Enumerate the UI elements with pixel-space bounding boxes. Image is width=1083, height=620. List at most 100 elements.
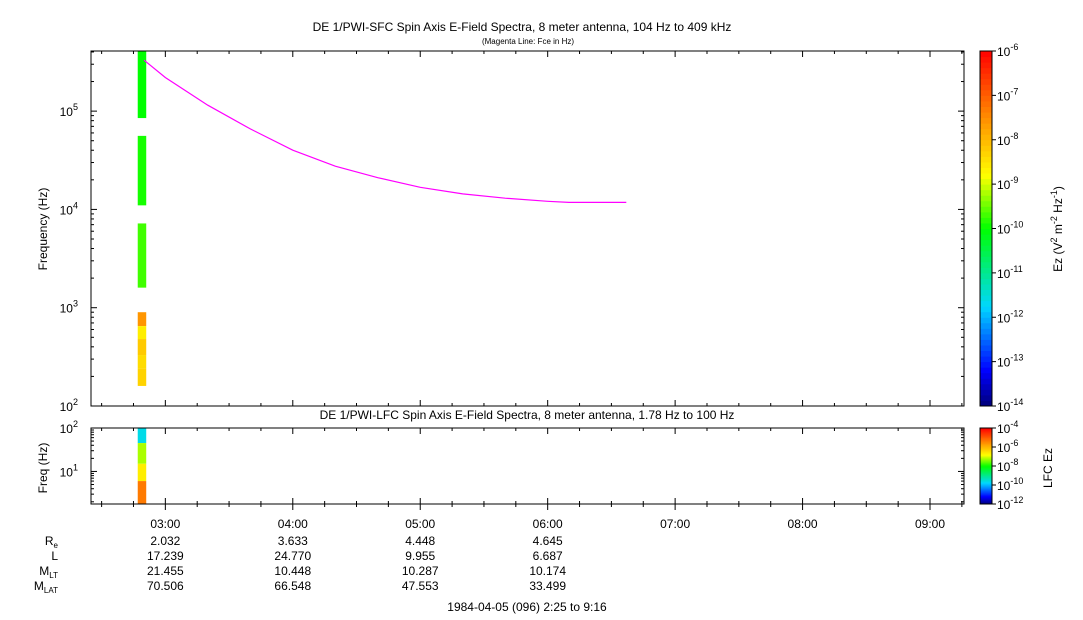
time-tick-label: 04:00	[278, 517, 308, 531]
ephemeris-row-label: Re	[45, 534, 59, 550]
ephemeris-value: 10.287	[402, 564, 439, 578]
colorbar-segment	[980, 461, 992, 463]
colorbar-segment	[980, 106, 992, 113]
colorbar-segment	[980, 468, 992, 471]
colorbar-segment	[980, 261, 992, 268]
lfc-y-axis: 101 102	[60, 419, 964, 503]
ephemeris-value: 21.455	[147, 564, 184, 578]
colorbar-segment	[980, 189, 992, 196]
colorbar-tick-label: 10-10	[997, 220, 1023, 237]
colorbar-segment	[980, 322, 992, 329]
colorbar-segment	[980, 447, 992, 449]
colorbar-segment	[980, 431, 992, 434]
colorbar-segment	[980, 494, 992, 497]
spectrogram-cell	[137, 223, 147, 288]
time-tick-label: 09:00	[915, 517, 945, 531]
colorbar-segment	[980, 471, 992, 474]
sfc-y-axis-label: Frequency (Hz)	[36, 188, 50, 271]
colorbar-segment	[980, 470, 992, 473]
colorbar-segment	[980, 344, 992, 352]
sfc-chart-title: DE 1/PWI-SFC Spin Axis E-Field Spectra, …	[313, 20, 732, 34]
lfc-y-axis-label: Freq (Hz)	[36, 443, 50, 494]
y-tick-label: 102	[60, 397, 78, 414]
colorbar-segment	[980, 462, 992, 465]
colorbar-segment	[980, 389, 992, 396]
colorbar-segment	[980, 457, 992, 460]
colorbar-tick-label: 10-8	[997, 457, 1018, 474]
colorbar-segment	[980, 67, 992, 74]
spectrogram-cell	[137, 135, 147, 206]
colorbar-tick-label: 10-6	[997, 438, 1018, 455]
colorbar-segment	[980, 206, 992, 213]
colorbar-segment	[980, 117, 992, 124]
sfc-spectrogram-cells	[137, 51, 147, 386]
colorbar-segment	[980, 222, 992, 229]
colorbar-segment	[980, 500, 992, 503]
spectrogram-cell	[137, 51, 147, 119]
colorbar-segment	[980, 367, 992, 374]
footer-time-range: 1984-04-05 (096) 2:25 to 9:16	[447, 600, 607, 614]
sfc-y-axis: 102 103 104 105	[60, 51, 964, 414]
colorbar-segment	[980, 333, 992, 340]
colorbar-segment	[980, 485, 992, 487]
colorbar-segment	[980, 430, 992, 433]
colorbar-tick-label: 10-12	[997, 308, 1023, 325]
ephemeris-value: 66.548	[274, 579, 311, 593]
colorbar-segment	[980, 95, 992, 102]
time-tick-label: 06:00	[533, 517, 563, 531]
colorbar-segment	[980, 479, 992, 481]
colorbar-segment	[980, 496, 992, 499]
colorbar-segment	[980, 211, 992, 218]
colorbar-segment	[980, 432, 992, 435]
colorbar-segment	[980, 150, 992, 157]
colorbar-segment	[980, 195, 992, 202]
colorbar-segment	[980, 477, 992, 480]
colorbar-segment	[980, 458, 992, 461]
y-tick-label: 105	[60, 102, 78, 119]
ephemeris-row-label: L	[51, 549, 58, 563]
colorbar-segment	[980, 145, 992, 152]
colorbar-tick-label: 10-9	[997, 175, 1018, 192]
colorbar-segment	[980, 481, 992, 484]
colorbar-segment	[980, 356, 992, 363]
colorbar-segment	[980, 372, 992, 379]
colorbar-segment	[980, 464, 992, 467]
spectrogram-cell	[137, 355, 147, 369]
time-tick-label: 05:00	[405, 517, 435, 531]
colorbar-segment	[980, 482, 992, 485]
colorbar-segment	[980, 200, 992, 207]
time-tick-label: 03:00	[150, 517, 180, 531]
colorbar-segment	[980, 493, 992, 495]
ephemeris-value: 6.687	[533, 549, 563, 563]
ephemeris-value: 17.239	[147, 549, 184, 563]
colorbar-segment	[980, 437, 992, 440]
colorbar-segment	[980, 328, 992, 335]
colorbar-segment	[980, 450, 992, 453]
ephemeris-table: Re 2.032 3.633 4.448 4.645 L 17.239 24.770 9.955…	[34, 534, 566, 595]
colorbar-segment	[980, 228, 992, 235]
time-axis: 03:00 04:00 05:00 06:00 07:00 08:00 09:00	[91, 51, 964, 531]
colorbar-segment	[980, 428, 992, 430]
colorbar-segment	[980, 439, 992, 442]
colorbar-segment	[980, 483, 992, 486]
colorbar-segment	[980, 217, 992, 224]
colorbar-segment	[980, 317, 992, 324]
colorbar-segment	[980, 100, 992, 107]
colorbar-segment	[980, 488, 992, 491]
colorbar-segment	[980, 73, 992, 80]
colorbar-segment	[980, 278, 992, 285]
ephemeris-value: 3.633	[278, 534, 308, 548]
colorbar-segment	[980, 492, 992, 494]
ephemeris-value: 47.553	[402, 579, 439, 593]
colorbar-segment	[980, 84, 992, 91]
spectrogram-cell	[137, 463, 147, 482]
colorbar-segment	[980, 250, 992, 257]
colorbar-tick-label: 10-11	[997, 264, 1023, 281]
y-tick-label: 101	[60, 462, 78, 479]
y-tick-label: 102	[60, 419, 78, 436]
lfc-spectrogram-cells	[137, 428, 147, 504]
ephemeris-value: 4.448	[405, 534, 435, 548]
colorbar-segment	[980, 452, 992, 455]
colorbar-segment	[980, 490, 992, 493]
colorbar-segment	[980, 134, 992, 141]
